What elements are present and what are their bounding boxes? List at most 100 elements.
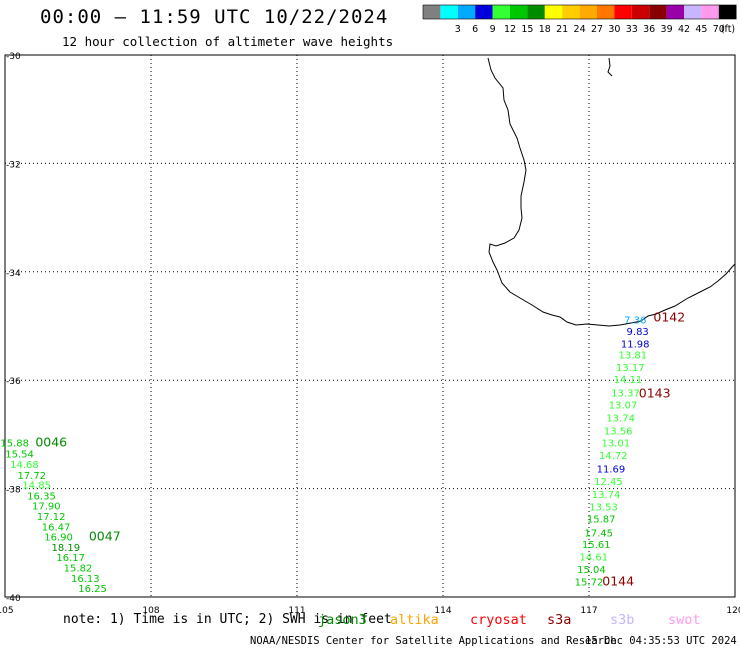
swh-reading: 13.56 [604, 426, 633, 437]
lon-tick-label: 114 [434, 606, 451, 616]
colorbar-label: 27 [591, 24, 603, 35]
colorbar-swatch [475, 5, 493, 19]
swh-reading: 16.25 [78, 584, 107, 595]
colorbar-label: 12 [504, 24, 516, 35]
swh-reading: 17.12 [37, 512, 66, 523]
swh-reading: 16.35 [27, 491, 56, 502]
colorbar-swatch [544, 5, 563, 19]
colorbar-swatch [718, 5, 737, 19]
lon-tick-label: 117 [580, 606, 597, 616]
colorbar-swatch [597, 5, 615, 19]
swh-reading: 14.11 [614, 375, 643, 386]
colorbar-swatch [666, 5, 684, 19]
colorbar-label: 70 [713, 24, 725, 35]
colorbar-swatch [562, 5, 580, 19]
swh-reading: 11.98 [621, 340, 650, 351]
colorbar-legend: 3 6 9 12 15 18 21 24 27 30 33 36 39 42 45 70(ft) [422, 4, 737, 35]
colorbar-swatch [579, 5, 597, 19]
pass-id-label: 0142 [653, 310, 685, 325]
pass-id-label: 0144 [602, 574, 634, 589]
swh-reading: 13.07 [609, 400, 638, 411]
lat-tick-label: -32 [6, 160, 21, 170]
colorbar-swatch [457, 5, 476, 19]
satellite-cryosat: cryosat [470, 612, 527, 628]
satellite-altika: altika [390, 612, 439, 628]
colorbar-label: 39 [661, 24, 673, 35]
colorbar-swatch [492, 5, 510, 19]
colorbar-unit: (ft) [721, 24, 735, 35]
swh-reading: 11.69 [597, 464, 626, 475]
swh-reading: 16.47 [42, 522, 71, 533]
credit-text: NOAA/NESDIS Center for Satellite Applica… [250, 635, 617, 647]
colorbar-swatch [684, 5, 702, 19]
colorbar-swatch [701, 5, 719, 19]
lon-tick-label: 120 [726, 606, 740, 616]
swh-reading: 15.72 [575, 578, 604, 589]
pass-id-label: 0046 [35, 434, 67, 449]
swh-reading: 14.68 [10, 460, 39, 471]
page-subtitle: 12 hour collection of altimeter wave hei… [62, 34, 394, 49]
colorbar-swatch [423, 5, 441, 19]
swh-reading: 17.90 [32, 502, 61, 513]
colorbar-frame [422, 4, 737, 20]
swh-reading: 7.36 [624, 315, 646, 326]
swh-reading: 17.72 [17, 471, 46, 482]
swh-reading: 13.01 [601, 438, 630, 449]
swh-reading: 14.61 [580, 553, 609, 564]
swh-reading: 15.87 [587, 515, 616, 526]
swh-reading: 16.90 [44, 533, 73, 544]
swh-reading: 15.88 [0, 438, 29, 449]
lon-tick-label: 108 [142, 606, 159, 616]
lat-tick-label: -30 [6, 52, 21, 62]
lat-tick-label: -38 [6, 486, 21, 496]
colorbar-swatch [527, 5, 545, 19]
satellite-s3a: s3a [547, 612, 572, 628]
swh-reading: 13.17 [616, 363, 645, 374]
coastline-islet [607, 57, 613, 77]
swh-reading: 15.61 [582, 540, 611, 551]
colorbar-label: 33 [626, 24, 638, 35]
lat-tick-label: -34 [6, 269, 21, 279]
swh-reading: 13.74 [606, 413, 635, 424]
swh-reading: 16.17 [56, 553, 85, 564]
colorbar-label: 30 [608, 24, 620, 35]
colorbar-label: 21 [556, 24, 568, 35]
swh-reading: 13.37 [611, 388, 640, 399]
satellite-jason3: jason3 [318, 612, 367, 628]
swh-reading: 18.19 [52, 543, 81, 554]
colorbar-label: 9 [490, 24, 496, 35]
swh-reading: 13.53 [589, 502, 618, 513]
swh-reading: 15.04 [577, 565, 606, 576]
swh-reading: 12.45 [594, 477, 623, 488]
colorbar-swatch [614, 5, 632, 19]
colorbar-label: 36 [643, 24, 655, 35]
pass-id-label: 0143 [639, 386, 671, 401]
colorbar-swatch [440, 5, 458, 19]
colorbar-label: 18 [539, 24, 551, 35]
swh-reading: 13.81 [618, 351, 647, 362]
swh-reading: 14.85 [22, 481, 51, 492]
pass-id-label: 0047 [89, 529, 121, 544]
colorbar-swatch [510, 5, 528, 19]
swh-reading: 9.83 [627, 327, 649, 338]
swh-reading: 16.13 [71, 574, 100, 585]
colorbar-label: 15 [521, 24, 533, 35]
coastline [487, 57, 736, 327]
lon-tick-label: 105 [0, 606, 14, 616]
lat-tick-label: -36 [6, 377, 21, 387]
lon-tick-label: 111 [288, 606, 305, 616]
colorbar-label: 42 [678, 24, 690, 35]
timestamp-text: 15 Dec 04:35:53 UTC 2024 [585, 635, 737, 647]
colorbar-label: 24 [574, 24, 586, 35]
swh-reading: 17.45 [584, 528, 613, 539]
page-title: 00:00 – 11:59 UTC 10/22/2024 [40, 6, 389, 28]
swh-reading: 15.82 [64, 564, 93, 575]
colorbar-swatch [631, 5, 650, 19]
colorbar-swatch [649, 5, 667, 19]
colorbar-label: 3 [455, 24, 461, 35]
satellite-s3b: s3b [610, 612, 635, 628]
colorbar-label: 6 [472, 24, 478, 35]
swh-reading: 13.74 [592, 490, 621, 501]
